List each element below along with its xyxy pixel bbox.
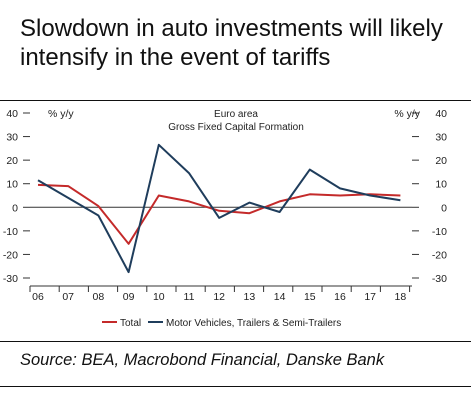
series-line-total [37, 183, 401, 245]
y-axis-left: 30 20 10 0 -10 -20 -30 [3, 112, 30, 285]
series-lines [37, 143, 401, 274]
y-unit-left: % y/y [48, 108, 74, 120]
y-tick-label-left: 20 [6, 155, 18, 167]
y-tick-label-right: 30 [435, 132, 447, 144]
y-tick-label-left: 30 [6, 132, 18, 144]
y-tick-label-left: 0 [12, 202, 18, 214]
title-divider [0, 100, 471, 101]
y-unit-right: % y/y [394, 108, 420, 120]
page-title: Slowdown in auto investments will likely… [20, 15, 443, 71]
y-tick-label-right: -10 [432, 226, 447, 238]
x-tick-label: 16 [334, 291, 346, 303]
x-tick-label: 10 [153, 291, 165, 303]
x-tick-label: 08 [93, 291, 105, 303]
x-tick-label: 15 [304, 291, 316, 303]
source-divider [0, 341, 471, 342]
y-tick-label-left: 10 [6, 179, 18, 191]
bottom-divider [0, 386, 471, 387]
y-tick-label-left: -30 [3, 273, 18, 285]
y-tick-left-top: 40 [6, 108, 18, 120]
legend-label-total: Total [120, 318, 141, 329]
x-tick-label: 06 [32, 291, 44, 303]
source-note: Source: BEA, Macrobond Financial, Danske… [20, 351, 385, 369]
y-tick-label-right: -30 [432, 273, 447, 285]
x-tick-label: 17 [364, 291, 376, 303]
series-line-motor-vehicles [37, 143, 401, 274]
y-tick-label-right: 0 [441, 202, 447, 214]
x-tick-label: 09 [123, 291, 135, 303]
x-tick-label: 13 [244, 291, 256, 303]
legend-label-motor: Motor Vehicles, Trailers & Semi-Trailers [166, 318, 341, 329]
x-tick-label: 12 [213, 291, 225, 303]
y-tick-label-right: -20 [432, 249, 447, 261]
y-tick-label-left: -10 [3, 226, 18, 238]
legend: Total Motor Vehicles, Trailers & Semi-Tr… [102, 318, 341, 329]
x-axis: 06 07 08 09 10 11 12 13 14 15 16 17 18 [29, 206, 412, 303]
x-tick-label: 14 [274, 291, 286, 303]
x-tick-label: 07 [62, 291, 74, 303]
chart-title-line-1: Euro area [214, 109, 258, 120]
x-tick-label: 18 [395, 291, 407, 303]
chart-title-line-2: Gross Fixed Capital Formation [168, 122, 304, 133]
y-tick-label-right: 40 [435, 108, 447, 120]
y-tick-label-right: 10 [435, 179, 447, 191]
y-tick-label-right: 20 [435, 155, 447, 167]
x-tick-label: 11 [184, 291, 195, 303]
y-tick-label-left: -20 [3, 249, 18, 261]
y-axis-right: 40 30 20 10 0 -10 -20 -30 [412, 108, 447, 285]
